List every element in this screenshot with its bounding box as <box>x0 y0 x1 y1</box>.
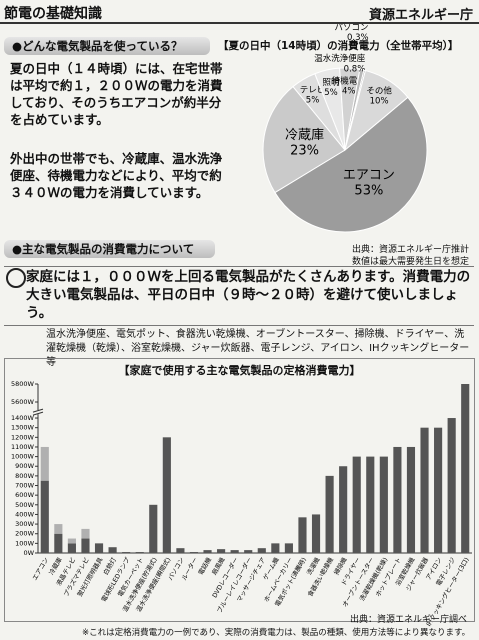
bar <box>230 550 239 553</box>
bar <box>379 456 388 553</box>
slice-value: 53% <box>354 184 383 199</box>
slice-label: エアコン <box>343 168 395 183</box>
bar <box>81 528 90 539</box>
slice-label: パソコン <box>335 23 369 33</box>
bar <box>298 517 307 553</box>
note: 出典：資源エネルギー庁推計 <box>351 245 469 255</box>
slice-label: 温水洗浄便座 <box>314 53 366 64</box>
slice-value: 5% <box>306 95 320 105</box>
bar-source: 出典：資源エネルギー庁調べ <box>349 615 467 625</box>
slice-value: 23% <box>290 143 319 158</box>
bar <box>189 552 199 553</box>
slice-value: 4% <box>342 87 356 97</box>
y-tick-label: 600W <box>15 491 34 499</box>
bar <box>461 384 470 553</box>
bar <box>176 548 185 553</box>
callout-text: 家庭には１，０００Ｗを上回る電気製品がたくさんあります。消費電力の大きい電気製品… <box>26 269 471 321</box>
bar <box>122 552 131 553</box>
bar <box>447 418 456 553</box>
bar <box>420 427 429 553</box>
bar <box>67 543 76 553</box>
page-title: 節電の基礎知識 <box>4 6 102 22</box>
pie-slice <box>344 69 409 152</box>
slice-label: 照明 <box>322 78 339 88</box>
bar <box>406 446 416 553</box>
y-tick-label: 5800W <box>11 380 35 388</box>
bar <box>81 538 90 553</box>
bar <box>311 514 321 553</box>
y-tick-label: 500W <box>15 501 34 509</box>
bulb-icon <box>6 268 26 288</box>
pie-slice <box>262 85 346 194</box>
bar-title: 【家庭で使用する主な電気製品の定格消費電力】 <box>118 364 361 377</box>
y-tick-label: 0W <box>23 549 34 557</box>
bar <box>94 543 104 553</box>
bar <box>67 538 76 544</box>
product-list: 温水洗浄便座、電気ポット、食器洗い乾燥機、オーブントースター、掃除機、ドライヤー… <box>46 329 479 368</box>
bar <box>284 543 293 553</box>
bar <box>135 552 144 553</box>
bar <box>217 549 226 553</box>
slice-value: 0.8% <box>344 64 366 74</box>
axis-break <box>32 411 44 416</box>
slice-label: 待機電力 <box>332 76 366 87</box>
slice-value: 5% <box>324 88 338 98</box>
slice-value: 10% <box>370 96 389 106</box>
paragraph: 夏の日中（１４時頃）には、在宅世帯は平均で約１，２００Ｗの電力を消費しており、そ… <box>10 61 223 127</box>
bar <box>54 524 63 534</box>
y-tick-label: 800W <box>15 472 34 480</box>
bar <box>366 456 375 553</box>
pie-notes: 出典：資源エネルギー庁推計 数値は最大需要発生日を想定 <box>352 244 469 268</box>
note: 数値は最大需要発生日を想定 <box>351 257 469 267</box>
footnote: ※これは定格消費電力の一例であり、実際の消費電力は、製品の種類、使用方法等により… <box>82 628 471 638</box>
y-tick-label: 1000W <box>11 453 35 461</box>
bar <box>352 456 361 553</box>
section-heading: ●どんな電気製品を使っている？ <box>4 37 210 55</box>
y-tick-label: 1300W <box>11 424 35 432</box>
bar-chart-box <box>4 358 475 622</box>
bar <box>40 446 49 481</box>
bar <box>244 550 253 553</box>
bar <box>40 480 49 553</box>
slice-value: 0.3% <box>347 33 369 43</box>
y-tick-label: 200W <box>15 530 34 538</box>
bar <box>434 427 443 553</box>
y-tick-label: 1100W <box>11 443 35 451</box>
bar <box>257 548 266 553</box>
y-tick-label: 900W <box>15 462 34 470</box>
header-bar <box>0 0 479 24</box>
bar <box>325 475 334 553</box>
callout-box <box>4 266 474 326</box>
pie-title: 【夏の日中（14時頃）の消費電力（全世帯平均）】 <box>218 40 459 52</box>
bar <box>271 543 280 553</box>
section-heading: ●主な電気製品の消費電力について <box>4 240 215 258</box>
paragraph: 外出中の世帯でも、冷蔵庫、温水洗浄便座、待機電力などにより、平均で約３４０Ｗの電… <box>10 151 223 200</box>
bar <box>149 504 158 553</box>
bar <box>203 550 212 553</box>
slice-label: テレビ <box>300 85 326 95</box>
pie-slice <box>274 96 428 233</box>
bar <box>393 446 402 553</box>
y-tick-label: 5600W <box>11 398 35 406</box>
y-tick-label: 300W <box>15 520 34 528</box>
axis-break <box>32 408 44 413</box>
slice-label: 冷蔵庫 <box>285 128 324 143</box>
axis-break <box>33 410 43 415</box>
bar <box>339 466 348 553</box>
slice-label: その他 <box>366 85 392 96</box>
publisher: 資源エネルギー庁 <box>368 8 473 23</box>
y-tick-label: 100W <box>15 539 34 547</box>
bar <box>54 533 63 553</box>
y-tick-label: 700W <box>15 482 34 490</box>
y-tick-label: 400W <box>15 510 34 518</box>
y-tick-label: 1400W <box>11 414 35 422</box>
bar <box>162 437 171 553</box>
y-tick-label: 1200W <box>11 433 35 441</box>
bar <box>108 547 117 553</box>
